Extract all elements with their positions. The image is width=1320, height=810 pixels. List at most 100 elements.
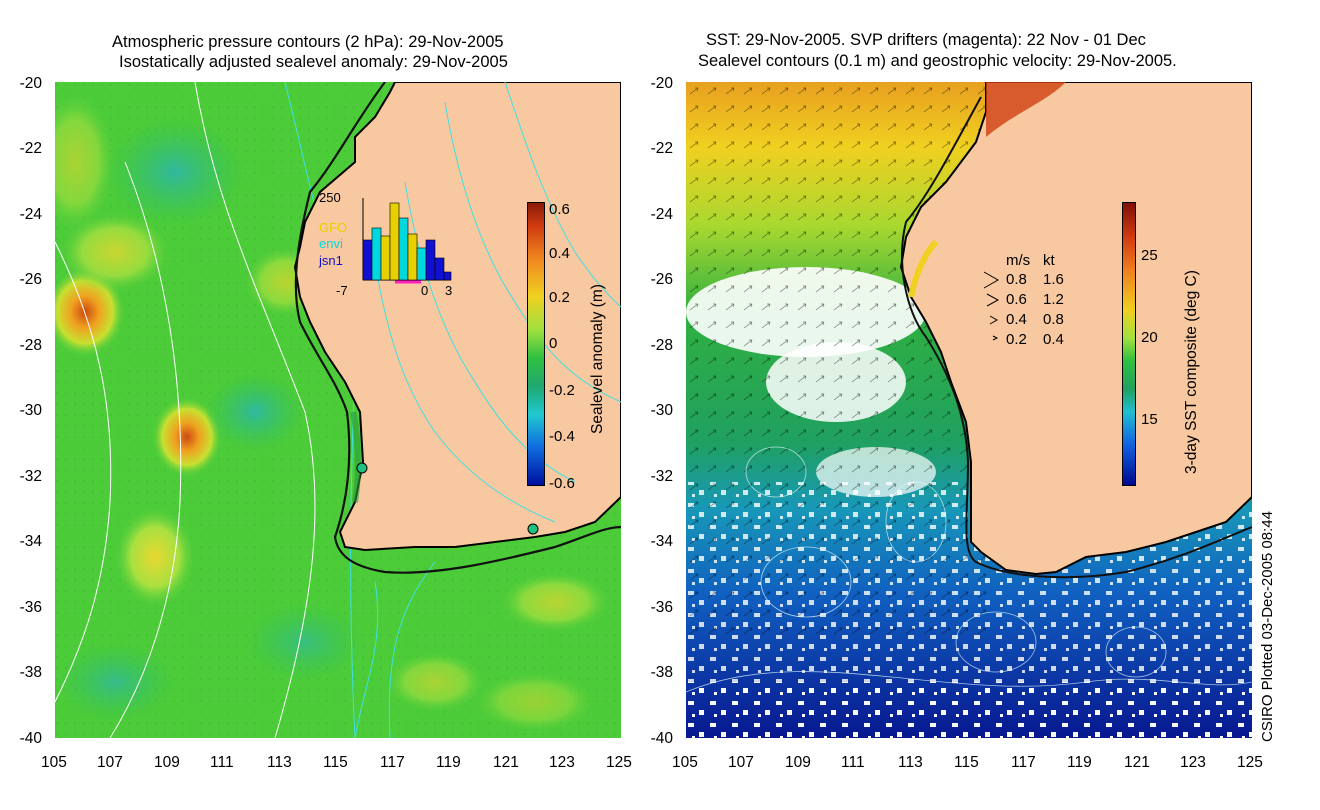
lat-tick: -40 — [650, 730, 673, 747]
lon-tick: 117 — [380, 754, 405, 771]
lon-tick: 125 — [1237, 754, 1263, 771]
hist-bar — [443, 271, 452, 281]
velocity-legend-ms: 0.6 — [1006, 291, 1027, 308]
sealevel-map-panel — [55, 82, 621, 738]
plot-footer: CSIRO Plotted 03-Dec-2005 08:44 — [1259, 511, 1276, 742]
lat-tick: -38 — [650, 664, 673, 681]
right-title-line2: Sealevel contours (0.1 m) and geostrophi… — [698, 52, 1177, 70]
inset-legend-jsn1: jsn1 — [319, 253, 343, 268]
hist-bar — [407, 233, 418, 281]
lat-tick: -30 — [650, 402, 673, 419]
velocity-legend-kt: 1.6 — [1043, 271, 1064, 288]
hist-bar — [398, 217, 409, 281]
lat-tick: -32 — [19, 468, 42, 485]
velocity-arrow-icon — [986, 293, 1000, 307]
velocity-arrow-icon — [983, 271, 1000, 289]
velocity-legend-arrows — [983, 271, 1000, 341]
sst-sealevel-contours — [686, 446, 1252, 693]
lat-tick: -34 — [19, 533, 42, 550]
velocity-legend-ms: 0.2 — [1006, 331, 1027, 348]
inset-xlabel-zero: 0 — [421, 283, 429, 298]
velocity-legend-header-kt: kt — [1043, 252, 1055, 269]
sealevel-cb-tick: 0.4 — [549, 245, 570, 262]
shelf-break — [294, 82, 621, 574]
lat-tick: -26 — [19, 271, 42, 288]
lon-tick: 123 — [1180, 754, 1206, 771]
lon-tick: 115 — [954, 754, 979, 771]
hist-bar — [416, 247, 427, 281]
velocity-legend-header-ms: m/s — [1006, 252, 1031, 269]
lon-tick: 107 — [97, 754, 123, 771]
sst-cb-tick: 25 — [1141, 247, 1158, 264]
lat-tick: -28 — [19, 337, 42, 354]
velocity-legend-kt: 1.2 — [1043, 291, 1064, 308]
sealevel-colorbar — [527, 202, 545, 486]
anomaly-high-2 — [152, 397, 222, 477]
lat-tick: -32 — [650, 468, 673, 485]
sst-map — [686, 82, 1252, 738]
sealevel-cb-tick: 0.6 — [549, 201, 570, 218]
sealevel-cb-tick: -0.4 — [549, 428, 575, 445]
lon-tick: 125 — [606, 754, 632, 771]
sst-cb-tick: 15 — [1141, 411, 1158, 428]
lon-tick: 111 — [210, 754, 234, 771]
inset-ymax-label: 250 — [319, 190, 341, 205]
velocity-legend-kt: 0.8 — [1043, 311, 1064, 328]
lat-tick: -24 — [19, 206, 42, 223]
velocity-arrow-icon — [989, 315, 999, 325]
left-title-line2: Isostatically adjusted sealevel anomaly:… — [119, 53, 508, 71]
hist-bar — [380, 235, 391, 281]
lat-tick: -36 — [19, 599, 42, 616]
lat-tick: -22 — [650, 140, 673, 157]
lon-tick: 113 — [267, 754, 292, 771]
histogram-bars — [362, 198, 452, 284]
sealevel-cb-tick: 0.2 — [549, 289, 570, 306]
sst-colorbar-label: 3-day SST composite (deg C) — [1183, 270, 1200, 474]
lat-tick: -40 — [19, 730, 42, 747]
left-title-line1: Atmospheric pressure contours (2 hPa): 2… — [112, 33, 504, 51]
sst-cb-tick: 20 — [1141, 329, 1158, 346]
anomaly-high-3 — [115, 507, 195, 607]
sst-map-panel — [686, 82, 1252, 738]
sealevel-colorbar-label: Sealevel anomaly (m) — [589, 284, 606, 434]
lon-tick: 119 — [1067, 754, 1092, 771]
lat-tick: -22 — [19, 140, 42, 157]
lon-tick: 107 — [728, 754, 754, 771]
drifter-marker-2 — [527, 523, 539, 535]
hist-bar — [425, 239, 436, 281]
lat-tick: -38 — [19, 664, 42, 681]
lon-tick: 119 — [436, 754, 461, 771]
hist-bar — [389, 202, 400, 281]
altimeter-histogram-inset: 250 GFO envi jsn1 -7 0 3 — [303, 188, 463, 298]
sst-colorbar — [1122, 202, 1136, 486]
lon-tick: 115 — [323, 754, 348, 771]
lon-tick: 111 — [841, 754, 865, 771]
lat-tick: -34 — [650, 533, 673, 550]
lat-tick: -28 — [650, 337, 673, 354]
lon-tick: 117 — [1011, 754, 1036, 771]
lat-tick: -26 — [650, 271, 673, 288]
inset-xlabel-min: -7 — [336, 283, 348, 298]
lon-tick: 121 — [493, 754, 519, 771]
lat-tick: -30 — [19, 402, 42, 419]
sealevel-cb-tick: -0.6 — [549, 475, 575, 492]
sealevel-cb-tick: -0.2 — [549, 382, 575, 399]
pressure-contours — [55, 82, 316, 738]
lat-tick: -20 — [19, 75, 42, 92]
lon-tick: 109 — [785, 754, 811, 771]
inset-legend-gfo: GFO — [319, 220, 348, 235]
lon-tick: 105 — [672, 754, 698, 771]
hist-bar — [434, 257, 445, 281]
anomaly-low-2 — [205, 372, 305, 452]
sealevel-cb-tick: 0 — [549, 335, 558, 352]
lon-tick: 123 — [549, 754, 575, 771]
velocity-legend-ms: 0.4 — [1006, 311, 1027, 328]
lon-tick: 109 — [154, 754, 180, 771]
velocity-vectors — [686, 82, 986, 642]
inset-xlabel-max: 3 — [445, 283, 453, 298]
lon-tick: 113 — [898, 754, 923, 771]
hist-bar — [362, 239, 373, 281]
drifter-marker-1 — [356, 462, 368, 474]
hist-bar — [371, 227, 382, 281]
sst-shelf-break — [901, 96, 1252, 579]
